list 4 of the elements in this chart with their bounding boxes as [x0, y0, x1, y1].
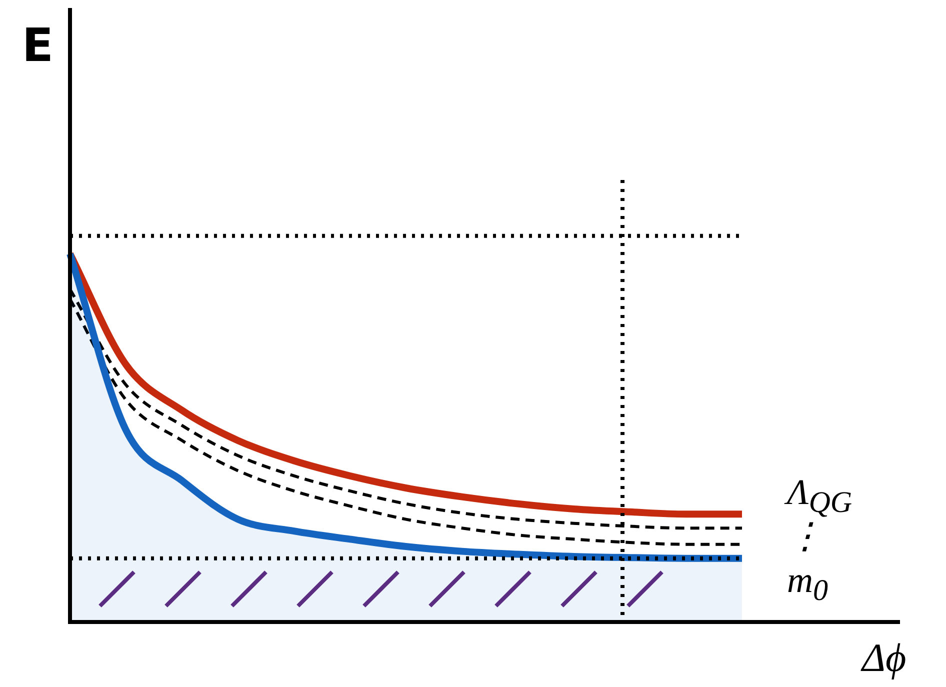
text: ⋮ [787, 516, 823, 556]
x-axis-title: Δϕ [862, 634, 906, 681]
text: m$_{0}$ [787, 560, 828, 610]
y-axis-title: E [22, 18, 54, 72]
